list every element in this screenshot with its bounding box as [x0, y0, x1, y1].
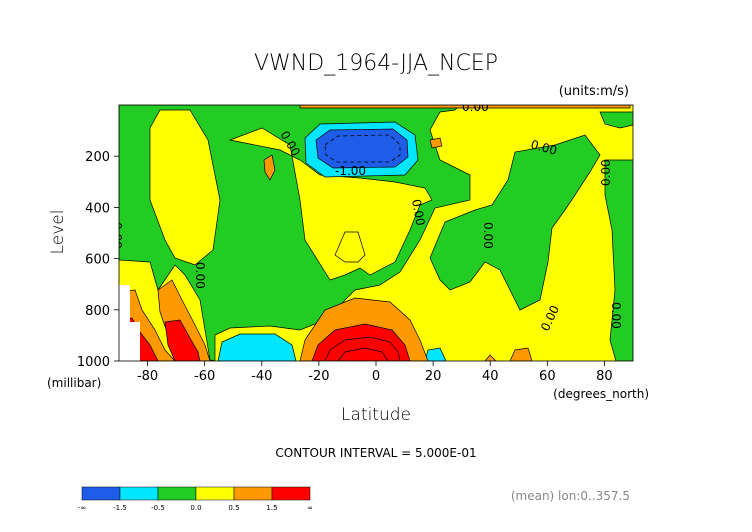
y-tick-label: 400 [85, 201, 110, 216]
eq-contour-2 [337, 347, 389, 361]
contour-label-group: 0.00 0.00 0.00 0.00 0.00 0.00 0.00 0.00 … [110, 100, 623, 333]
y-tick-label: 800 [85, 304, 110, 319]
y-tick-label: 200 [85, 150, 110, 165]
contour-label: -1.00 [335, 164, 366, 178]
colorbar-label: 0.0 [190, 504, 201, 512]
colorbar-swatch [195, 486, 235, 501]
contour-label: 0.00 [609, 302, 623, 329]
region-red-south-2 [164, 319, 201, 361]
region-yellow-left-blob [149, 109, 221, 266]
x-tick-label: 0 [372, 369, 380, 384]
contour-interval-text: CONTOUR INTERVAL = 5.000E-01 [275, 446, 476, 460]
region-yellow-small-blob [334, 231, 366, 263]
region-orange-patch-4 [484, 354, 497, 361]
region-blue-jet [315, 128, 409, 169]
contour-label: 0.00 [462, 100, 489, 114]
colorbar-label: 1.5 [266, 504, 277, 512]
units-label: (units:m/s) [559, 84, 629, 99]
region-green-right-top [599, 111, 633, 129]
jet-dashed-contour [324, 134, 401, 163]
plot-area: 0.00 0.00 0.00 0.00 0.00 0.00 0.00 0.00 … [110, 100, 633, 361]
contour-label: 0.00 [409, 198, 427, 227]
colorbar-label: -∞ [78, 504, 86, 512]
region-missing [119, 285, 140, 361]
x-tick-label: 20 [425, 369, 442, 384]
region-orange-patch-3 [509, 347, 533, 361]
contour-label: 0.00 [599, 159, 613, 186]
x-tick-label: -20 [308, 369, 329, 384]
contour-label: 0.00 [110, 222, 124, 249]
colorbar: -∞ -1.5 -0.5 0.0 0.5 1.5 ∞ [78, 486, 313, 512]
footer-text: (mean) lon:0..357.5 [511, 489, 630, 503]
colorbar-label: 0.5 [228, 504, 239, 512]
contour-label: 0.00 [529, 137, 558, 157]
colorbar-swatch [271, 486, 311, 501]
y-axis-label: Level [48, 210, 68, 255]
y-axis-unit: (millibar) [47, 376, 101, 390]
x-axis-unit: (degrees_north) [553, 387, 649, 401]
x-tick-label: 60 [539, 369, 556, 384]
colorbar-swatch [119, 486, 159, 501]
x-tick-label: -40 [251, 369, 272, 384]
chart-title: VWND_1964-JJA_NCEP [254, 51, 498, 76]
contour-label: 0.00 [481, 222, 495, 249]
region-orange-patch-2 [429, 137, 443, 149]
x-axis-label: Latitude [341, 405, 411, 425]
x-tick-label: -80 [137, 369, 158, 384]
contour-label: 0.00 [193, 262, 207, 289]
x-axis: -80 -60 -40 -20 0 20 40 60 80 [137, 361, 613, 384]
y-axis: 200 400 600 800 1000 [77, 150, 119, 370]
colorbar-label: -0.5 [151, 504, 165, 512]
region-cyan-low-2 [424, 347, 447, 361]
region-cyan-low [217, 333, 297, 361]
region-red-eq [311, 323, 411, 361]
x-tick-label: 80 [596, 369, 613, 384]
colorbar-swatch [81, 486, 121, 501]
colorbar-label: -1.5 [113, 504, 127, 512]
colorbar-label: ∞ [307, 504, 313, 512]
y-tick-label: 1000 [77, 355, 110, 370]
colorbar-swatch [233, 486, 273, 501]
colorbar-swatch [157, 486, 197, 501]
eq-contour-1 [324, 336, 401, 361]
region-orange-top-strip [299, 105, 631, 109]
x-tick-label: 40 [482, 369, 499, 384]
region-green-far-right [604, 159, 633, 361]
region-orange-patch-1 [263, 154, 276, 181]
x-tick-label: -60 [194, 369, 215, 384]
y-tick-label: 600 [85, 253, 110, 268]
region-green-right [429, 134, 601, 311]
